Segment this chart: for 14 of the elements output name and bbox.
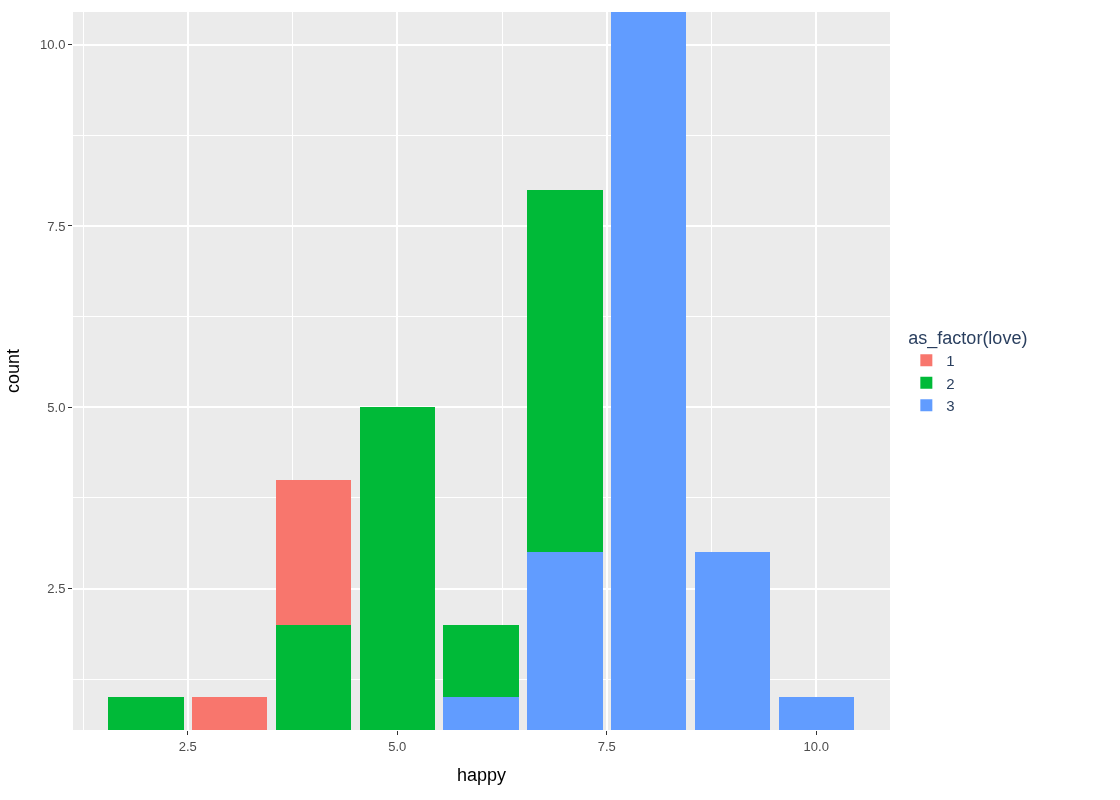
- y-tick-label: 7.5: [47, 218, 66, 234]
- y-tick-label: 2.5: [47, 581, 66, 597]
- x-tick-label: 7.5: [597, 738, 616, 754]
- legend-label: 3: [946, 397, 955, 414]
- legend-label: 2: [946, 374, 955, 392]
- y-tick-label: 5.0: [47, 399, 66, 415]
- x-tick-label: 2.5: [178, 738, 197, 754]
- x-axis-title: happy: [456, 764, 507, 785]
- legend-title: as_factor(love): [908, 327, 1028, 349]
- x-tick-label: 10.0: [803, 738, 829, 754]
- y-tick-label: 10.0: [40, 37, 66, 53]
- x-tick-label: 5.0: [388, 738, 407, 754]
- y-axis-title: count: [3, 348, 24, 394]
- legend-label: 1: [946, 352, 955, 369]
